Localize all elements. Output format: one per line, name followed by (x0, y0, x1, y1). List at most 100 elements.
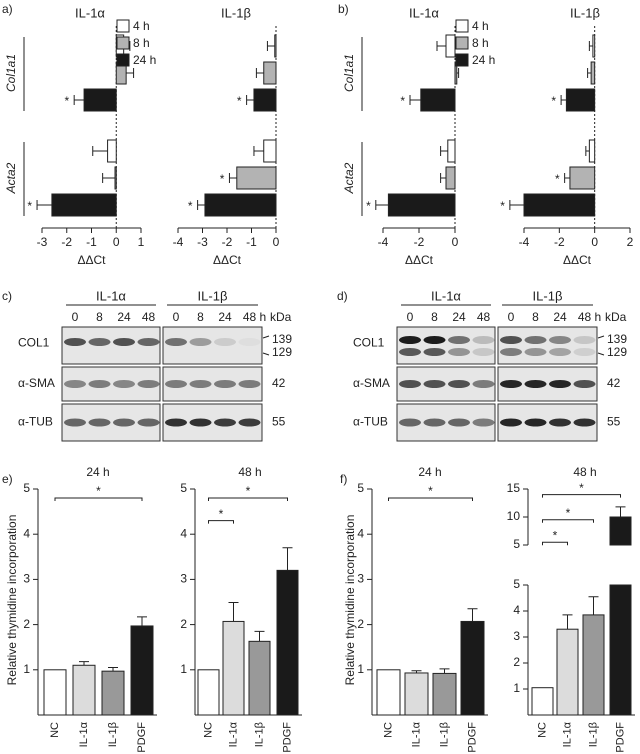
group-label: IL-1α (431, 288, 461, 303)
x-axis-label: ΔΔCt (213, 253, 242, 267)
bar (83, 88, 117, 112)
error-bar (126, 68, 135, 78)
x-tick-label: -2 (61, 235, 72, 249)
legend-swatch (116, 36, 130, 50)
error-bar (439, 668, 450, 674)
bar (43, 669, 67, 716)
size-marker (262, 352, 270, 356)
significance-bracket (208, 520, 234, 524)
bar (582, 614, 605, 716)
band (238, 418, 261, 427)
significance: * (96, 484, 101, 498)
legend-label: 24 h (472, 53, 495, 67)
significance: * (65, 94, 70, 108)
band (88, 380, 111, 388)
bar (51, 193, 117, 217)
x-tick-label: -3 (197, 235, 208, 249)
x-tick-label: -4 (378, 235, 389, 249)
lane-label: 0 (72, 310, 79, 324)
x-tick-label: IL-1α (78, 721, 90, 747)
y-tick-label: 1 (180, 662, 187, 676)
bar (590, 61, 596, 85)
significance-bracket (208, 497, 288, 502)
band (549, 336, 571, 344)
size-unit: kDa (605, 310, 627, 324)
size-label: 129 (607, 345, 627, 359)
error-bar (409, 95, 421, 105)
error-bar (509, 200, 524, 210)
band (500, 380, 522, 388)
y-tick-label: 1 (23, 662, 30, 676)
size-marker (597, 352, 605, 356)
x-tick-label: PDGF (614, 722, 626, 753)
legend-label: 24 h (133, 53, 156, 67)
legend-swatch (455, 36, 469, 50)
x-tick-label: IL-1β (587, 722, 599, 747)
bar (445, 34, 456, 58)
legend-swatch (455, 19, 469, 33)
panel-label: b) (338, 2, 349, 16)
band (573, 336, 596, 344)
error-bar (436, 41, 446, 51)
band (165, 338, 187, 346)
x-tick-label: -1 (246, 235, 257, 249)
bar (197, 669, 220, 716)
band (573, 348, 596, 356)
lane-label: 48 (477, 310, 491, 324)
band (214, 380, 236, 388)
x-tick-label: IL-1α (227, 721, 239, 747)
bar (404, 672, 429, 716)
size-label: 55 (272, 415, 286, 429)
significance-bracket (388, 497, 473, 502)
y-tick-label: 5 (23, 481, 30, 495)
band (238, 338, 261, 346)
error-bar (411, 670, 422, 673)
significance: * (551, 94, 556, 108)
band (573, 380, 596, 388)
size-marker (597, 335, 605, 339)
error-bar (228, 173, 237, 183)
bar (432, 672, 457, 716)
band (137, 380, 160, 388)
lane-label: 8 (96, 310, 103, 324)
legend-label: 4 h (472, 19, 489, 33)
y-tick-label: 3 (513, 629, 520, 643)
bar (107, 139, 117, 163)
band (448, 380, 470, 388)
band (399, 418, 421, 427)
x-tick-label: -2 (222, 235, 233, 249)
y-tick-label: 2 (513, 655, 520, 669)
significance: * (27, 199, 32, 213)
lane-label: 24 (553, 310, 567, 324)
y-tick-label: 1 (513, 681, 520, 695)
bar (556, 628, 579, 716)
chart-title: IL-1α (75, 5, 105, 20)
row-label: α-TUB (18, 415, 53, 429)
bar (531, 687, 554, 716)
row-label: COL1 (353, 336, 385, 350)
blot (497, 326, 598, 365)
chart-title: 24 h (418, 465, 441, 479)
significance: * (366, 199, 371, 213)
bar (565, 88, 596, 112)
y-tick-label: 15 (507, 481, 521, 495)
band (549, 380, 571, 388)
legend-label: 8 h (133, 36, 150, 50)
y-tick-label: 10 (507, 509, 521, 523)
bar (569, 166, 596, 190)
error-bar (255, 68, 264, 78)
legend-swatch (455, 53, 469, 67)
band (448, 348, 470, 356)
error-bar (102, 173, 116, 183)
lane-unit: h (595, 310, 602, 324)
bar (609, 516, 632, 546)
y-tick-label: 4 (513, 603, 520, 617)
row-label: Acta2 (342, 162, 356, 194)
bar (609, 584, 632, 716)
size-label: 42 (607, 376, 621, 390)
panel-label: a) (2, 2, 13, 16)
lane-label: 24 (452, 310, 466, 324)
size-marker (262, 335, 270, 339)
significance: * (555, 172, 560, 186)
y-tick-label: 3 (180, 572, 187, 586)
